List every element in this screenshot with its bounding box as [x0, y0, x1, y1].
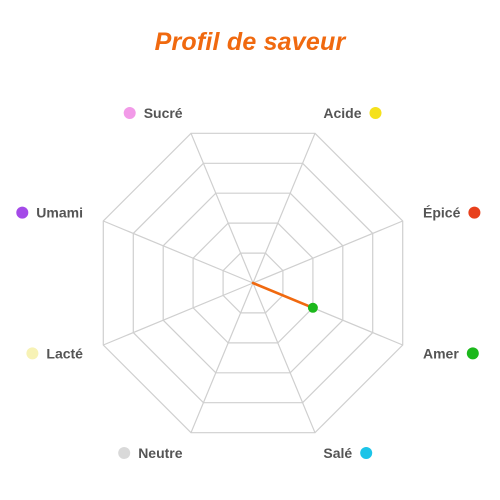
- data-point-amer: [307, 302, 318, 313]
- axis-label-6: Umami: [36, 205, 83, 221]
- axis-label-3: Salé: [323, 445, 352, 461]
- axis-dot-6: [16, 206, 29, 219]
- axis-label-1: Épicé: [423, 205, 461, 221]
- grid-spoke: [252, 220, 403, 284]
- grid-spoke: [103, 220, 254, 284]
- grid-spoke: [252, 282, 316, 433]
- axis-label-0: Acide: [323, 105, 361, 121]
- axis-dot-4: [118, 446, 131, 459]
- axis-dot-1: [468, 206, 481, 219]
- axis-label-2: Amer: [423, 345, 459, 361]
- axis-label-7: Sucré: [144, 105, 183, 121]
- grid-spoke: [190, 133, 254, 284]
- axis-dot-2: [466, 347, 479, 360]
- axis-label-5: Lacté: [46, 345, 83, 361]
- grid-spoke: [252, 133, 316, 284]
- axis-dot-0: [369, 107, 382, 120]
- grid-spoke: [190, 282, 254, 433]
- grid-spoke: [103, 282, 254, 346]
- axis-dot-5: [26, 347, 39, 360]
- axis-label-4: Neutre: [138, 445, 183, 461]
- axis-dot-7: [123, 107, 136, 120]
- chart-title: Profil de saveur: [154, 28, 346, 56]
- grid-ring: [102, 132, 404, 434]
- axis-dot-3: [360, 446, 373, 459]
